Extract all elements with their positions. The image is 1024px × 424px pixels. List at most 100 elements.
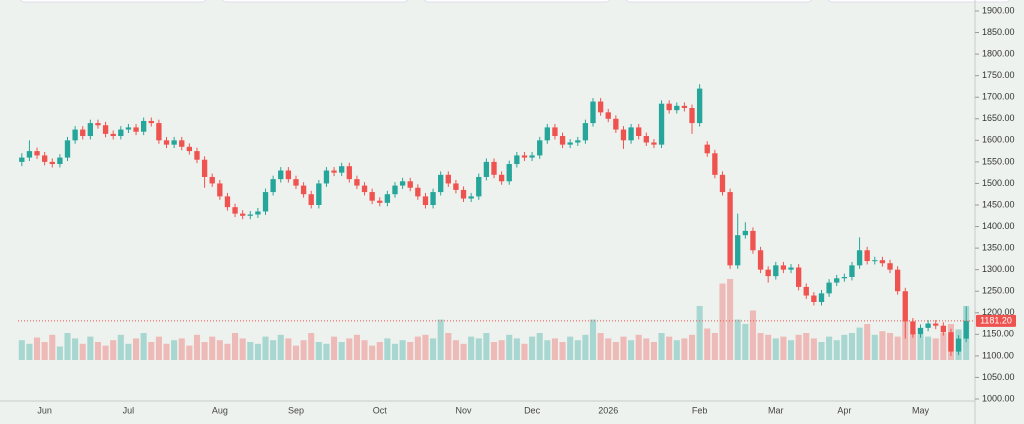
candle-body <box>308 194 314 205</box>
candle-body <box>811 295 817 302</box>
volume-bar <box>772 338 779 360</box>
volume-bar <box>140 333 147 360</box>
volume-bar <box>407 342 414 360</box>
candle-body <box>788 267 794 270</box>
candle-body <box>925 323 931 328</box>
candle-body <box>232 207 238 214</box>
candle-body <box>818 293 825 302</box>
candle-body <box>179 140 185 147</box>
y-tick-label: 1400.00 <box>982 221 1015 231</box>
candle-body <box>209 176 215 184</box>
x-tick-label: Oct <box>373 405 388 415</box>
candle-body <box>125 127 132 130</box>
volume-bar <box>102 345 109 360</box>
candle-body <box>910 321 916 335</box>
volume-bar <box>529 336 536 360</box>
candle-body <box>148 120 154 124</box>
y-tick-label: 1250.00 <box>982 286 1015 296</box>
volume-bar <box>704 328 711 360</box>
volume-bar <box>262 336 269 360</box>
volume-bar <box>437 319 444 360</box>
volume-bar <box>742 324 749 360</box>
volume-bar <box>666 336 673 360</box>
volume-bar <box>270 340 277 360</box>
volume-bar <box>361 340 368 360</box>
candle-body <box>49 161 55 165</box>
volume-bar <box>864 324 871 360</box>
volume-bar <box>452 340 459 360</box>
volume-bar <box>513 338 520 360</box>
candle-body <box>826 282 832 294</box>
candle-body <box>856 250 863 266</box>
tab[interactable] <box>423 0 611 3</box>
candle-body <box>346 166 352 180</box>
candle-body <box>636 127 642 137</box>
volume-bar <box>331 336 338 360</box>
volume-bar <box>810 338 817 360</box>
volume-bar <box>871 334 878 360</box>
candle-body <box>460 189 467 199</box>
candle-body <box>399 181 406 186</box>
volume-bar <box>734 319 741 360</box>
candle-body <box>186 146 193 152</box>
volume-bar <box>414 336 421 360</box>
candle-body <box>948 332 954 352</box>
volume-bar <box>79 343 86 360</box>
candle-body <box>430 192 436 205</box>
volume-bar <box>841 334 848 360</box>
volume-bar <box>818 342 825 360</box>
volume-bar <box>490 342 498 360</box>
tab[interactable] <box>625 0 813 3</box>
candle-body <box>240 213 246 216</box>
candle-body <box>681 105 688 108</box>
volume-bar <box>635 334 642 360</box>
volume-bar <box>826 336 833 360</box>
candle-body <box>316 183 322 205</box>
x-tick-label: Apr <box>837 405 851 415</box>
volume-bar <box>247 342 254 360</box>
candle-body <box>262 192 269 212</box>
candle-body <box>201 159 208 177</box>
volume-bar <box>171 340 178 360</box>
x-tick-label: Aug <box>212 405 228 415</box>
candle-body <box>377 200 383 203</box>
candle-body <box>392 185 398 195</box>
tab[interactable] <box>827 0 1011 3</box>
volume-bar <box>64 333 71 360</box>
last-price-box <box>976 314 1016 327</box>
candle-body <box>696 88 703 124</box>
candle-body <box>72 129 78 141</box>
volume-bar <box>780 336 787 360</box>
tab[interactable] <box>221 0 409 3</box>
volume-bar <box>239 338 246 360</box>
volume-bar <box>41 342 48 360</box>
candle-body <box>194 151 200 160</box>
candle-body <box>278 170 284 180</box>
candle-body <box>384 194 391 203</box>
volume-bar <box>384 338 391 360</box>
volume-bar <box>353 334 360 360</box>
candle-body <box>955 338 962 352</box>
candle-body <box>940 325 947 333</box>
volume-bar <box>125 343 132 360</box>
candle-body <box>57 157 63 165</box>
volume-bar <box>193 334 201 360</box>
candle-body <box>514 155 520 165</box>
volume-bar <box>681 338 688 360</box>
volume-bar <box>285 338 292 360</box>
tab[interactable] <box>19 0 207 3</box>
candle-body <box>339 166 345 173</box>
candle-body <box>780 265 787 270</box>
volume-bar <box>605 338 612 360</box>
volume-bar <box>673 340 680 360</box>
volume-bar <box>932 338 939 360</box>
candle-body <box>582 123 589 141</box>
volume-bar <box>94 342 102 360</box>
candle-body <box>95 123 101 126</box>
candle-body <box>834 278 840 283</box>
volume-bar <box>795 334 802 360</box>
candle-body <box>719 174 726 193</box>
volume-bar <box>18 340 25 360</box>
